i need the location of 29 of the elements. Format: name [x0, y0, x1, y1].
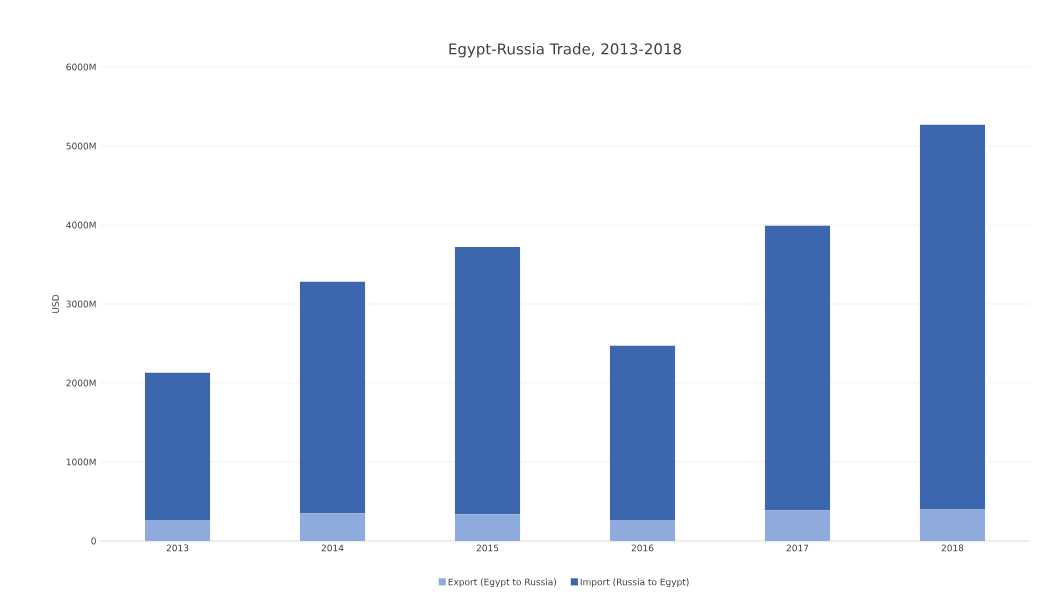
x-tick-label: 2016 [631, 544, 654, 552]
y-tick-label: 0 [91, 537, 96, 545]
bar [919, 124, 986, 510]
bar [144, 372, 211, 521]
bar [764, 510, 831, 541]
bar [764, 225, 831, 511]
legend-label: Export (Egypt to Russia) [448, 578, 557, 588]
y-axis-title: USD [52, 294, 59, 313]
y-tick-label: 4000M [66, 221, 96, 229]
y-tick-label: 6000M [66, 63, 96, 71]
x-tick-label: 2018 [941, 544, 964, 552]
bar [609, 520, 676, 541]
x-tick-label: 2013 [166, 544, 189, 552]
x-tick-label: 2017 [786, 544, 809, 552]
bar [454, 514, 521, 541]
bar [609, 345, 676, 521]
bar [919, 509, 986, 541]
x-tick-label: 2015 [476, 544, 499, 552]
bar [454, 247, 521, 515]
bar [144, 520, 211, 541]
x-tick-label: 2014 [321, 544, 344, 552]
legend-label: Import (Russia to Egypt) [580, 578, 689, 588]
y-tick-label: 1000M [66, 458, 96, 466]
y-tick-label: 3000M [66, 300, 96, 308]
chart-title: Egypt-Russia Trade, 2013-2018 [449, 42, 681, 58]
bar [299, 281, 366, 514]
y-tick-label: 2000M [66, 379, 96, 387]
bar [299, 513, 366, 541]
y-tick-label: 5000M [66, 142, 96, 150]
